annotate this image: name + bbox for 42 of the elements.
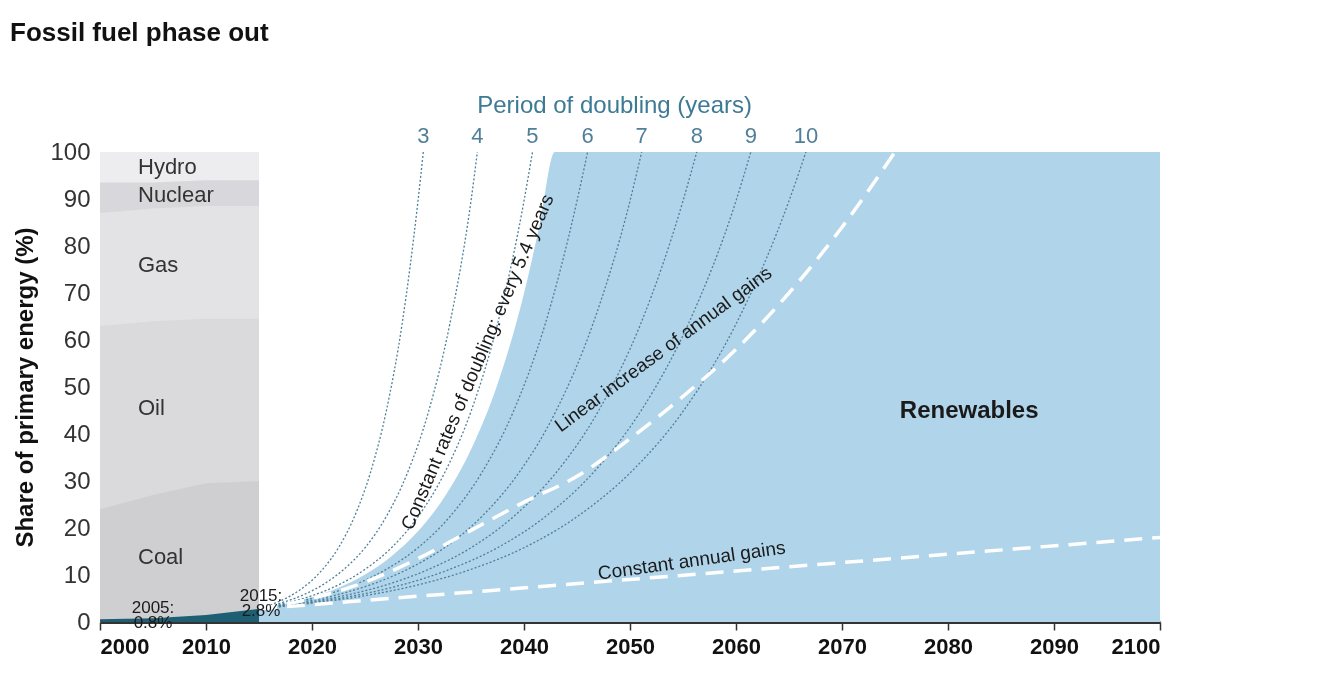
- x-tick-label: 2050: [606, 633, 655, 659]
- y-tick-label: 70: [63, 278, 91, 306]
- text: Period of doubling (years): [477, 91, 753, 118]
- x-tick-label: 2030: [394, 633, 443, 659]
- series-label: 4: [471, 123, 484, 148]
- series-label: 8: [690, 123, 703, 148]
- x-tick-label: 2060: [712, 633, 761, 659]
- series-label: Nuclear: [138, 182, 214, 208]
- x-tick-label: 2080: [924, 633, 973, 659]
- x-tick-label: 2020: [288, 633, 337, 659]
- x-tick-label: 2100: [1111, 633, 1161, 659]
- annotation: 2005: 0.8%: [131, 598, 175, 633]
- y-axis-title: Share of primary energy (%): [11, 227, 39, 548]
- annotation: Constant annual gains: [596, 536, 787, 584]
- y-tick-label: 10: [63, 560, 91, 588]
- series-label: 7: [635, 123, 648, 148]
- y-tick-label: 80: [63, 231, 91, 259]
- annotation: 2015: 2.8%: [239, 585, 283, 620]
- series-label: 5: [526, 123, 539, 148]
- x-tick-label: 2070: [818, 633, 867, 659]
- series-label: Hydro: [138, 154, 197, 180]
- x-tick-label: 2040: [500, 633, 549, 659]
- series-label: Coal: [138, 543, 184, 569]
- chart-title: Fossil fuel phase out: [10, 17, 269, 47]
- x-tick-label: 2000: [100, 633, 150, 659]
- series-label: Renewables: [899, 395, 1039, 423]
- y-tick-label: 20: [63, 513, 91, 541]
- series-label: 3: [417, 123, 430, 148]
- y-tick-label: 30: [63, 466, 91, 494]
- series-label: 6: [581, 123, 594, 148]
- series-label: 10: [793, 123, 819, 148]
- series-label: Oil: [138, 395, 165, 421]
- y-tick-label: 90: [63, 184, 91, 212]
- x-tick-label: 2010: [182, 633, 231, 659]
- y-tick-label: 50: [63, 372, 91, 400]
- y-tick-label: 60: [63, 325, 91, 353]
- y-tick-label: 0: [77, 607, 91, 635]
- series-label: Gas: [138, 251, 179, 277]
- x-tick-label: 2090: [1030, 633, 1079, 659]
- series-label: 9: [744, 123, 757, 148]
- y-tick-label: 100: [50, 137, 91, 165]
- y-tick-label: 40: [63, 419, 91, 447]
